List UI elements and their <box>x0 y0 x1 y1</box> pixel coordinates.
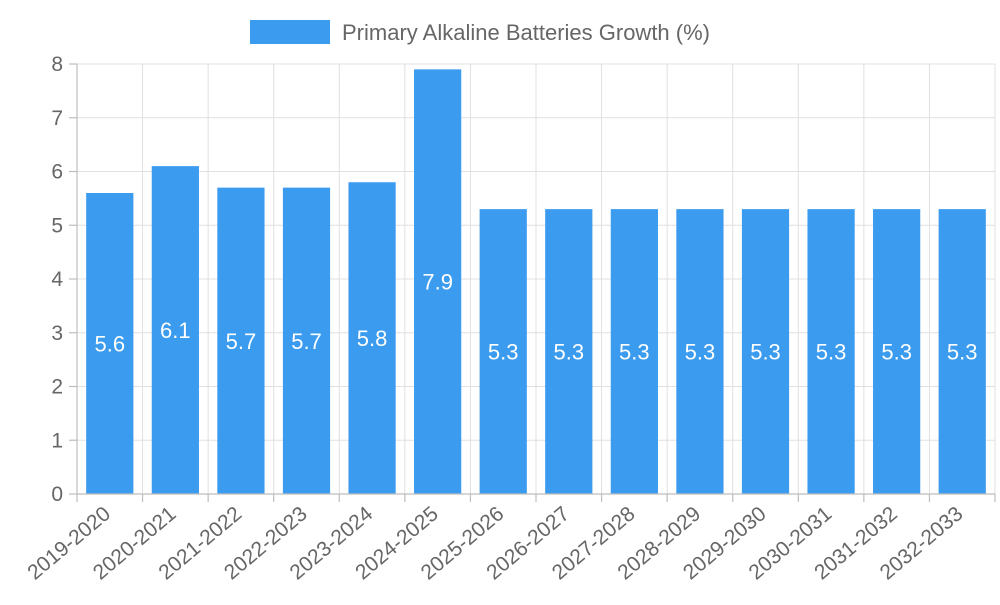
bar-2026-2027[interactable] <box>545 209 593 494</box>
bar-2030-2031[interactable] <box>807 209 855 494</box>
bar-2023-2024[interactable] <box>348 182 396 494</box>
bar-value-label: 5.3 <box>881 340 912 365</box>
bar-2019-2020[interactable] <box>86 193 134 494</box>
y-tick-label: 3 <box>51 322 63 345</box>
legend-label-growth: Primary Alkaline Batteries Growth (%) <box>342 20 710 45</box>
y-tick-label: 5 <box>51 214 63 237</box>
bar-value-label: 5.3 <box>619 340 650 365</box>
bar-2024-2025[interactable] <box>414 69 462 494</box>
bars <box>86 69 986 494</box>
bar-value-label: 6.1 <box>160 318 191 343</box>
bar-value-label: 5.6 <box>94 332 125 357</box>
bar-2032-2033[interactable] <box>938 209 986 494</box>
bar-2031-2032[interactable] <box>873 209 921 494</box>
bar-2027-2028[interactable] <box>610 209 658 494</box>
y-tick-label: 0 <box>51 483 63 506</box>
bar-2028-2029[interactable] <box>676 209 724 494</box>
legend-swatch <box>250 20 330 44</box>
y-tick-label: 2 <box>51 376 63 399</box>
y-tick-label: 1 <box>51 429 63 452</box>
y-tick-label: 7 <box>51 107 63 130</box>
bar-value-label: 5.3 <box>488 340 519 365</box>
bar-value-label: 5.3 <box>947 340 978 365</box>
axes <box>69 63 996 502</box>
bar-value-label: 5.7 <box>291 329 322 354</box>
bar-2021-2022[interactable] <box>217 187 265 494</box>
bar-2029-2030[interactable] <box>741 209 790 494</box>
y-tick-label: 6 <box>51 161 63 184</box>
bar-value-label: 5.7 <box>226 329 257 354</box>
bar-value-label: 5.3 <box>685 340 716 365</box>
legend[interactable]: Primary Alkaline Batteries Growth (%) <box>250 20 710 45</box>
bar-2025-2026[interactable] <box>479 209 527 494</box>
bar-value-label: 5.3 <box>750 340 781 365</box>
bar-value-label: 5.3 <box>816 340 847 365</box>
bar-value-label: 5.8 <box>357 326 388 351</box>
bar-value-label: 5.3 <box>553 340 584 365</box>
bar-value-label: 7.9 <box>422 270 453 295</box>
gridlines <box>76 63 996 495</box>
bar-2022-2023[interactable] <box>282 187 331 494</box>
y-tick-label: 4 <box>51 268 63 291</box>
y-tick-label: 8 <box>51 53 63 76</box>
bar-2020-2021[interactable] <box>151 166 199 494</box>
